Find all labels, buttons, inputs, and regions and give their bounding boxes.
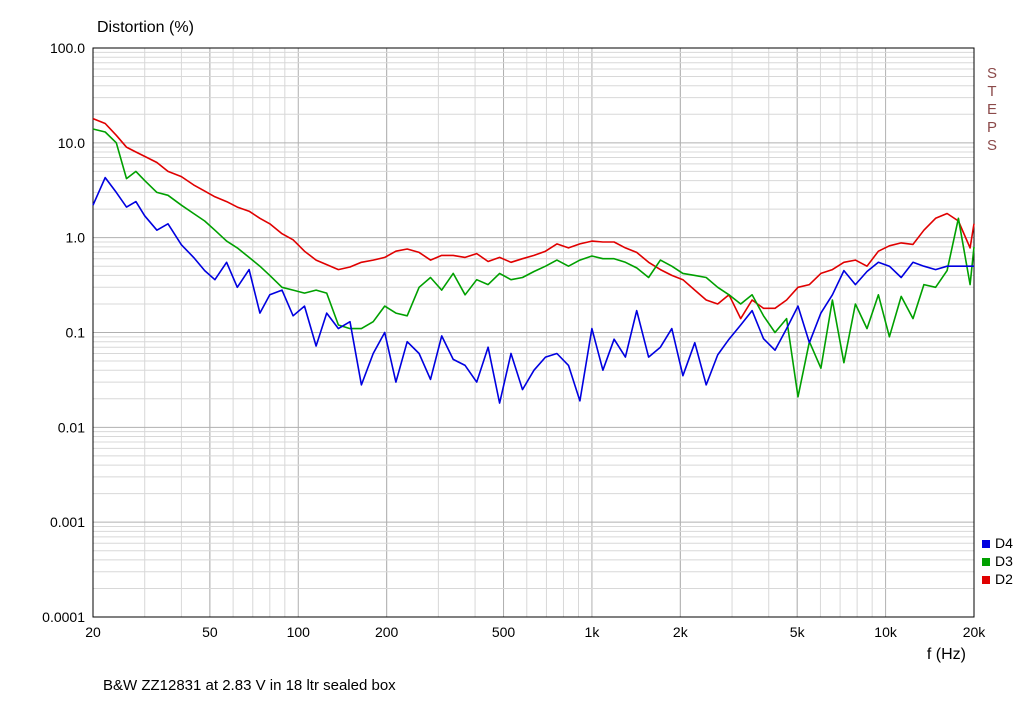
legend-label: D3	[995, 553, 1013, 569]
y-tick-label: 0.01	[58, 419, 85, 435]
steps-label: S	[987, 65, 997, 82]
legend-swatch	[982, 576, 990, 584]
legend-swatch	[982, 558, 990, 566]
chart-caption: B&W ZZ12831 at 2.83 V in 18 ltr sealed b…	[103, 677, 396, 694]
x-tick-label: 100	[287, 624, 311, 640]
y-axis-title: Distortion (%)	[97, 19, 194, 36]
y-tick-label: 10.0	[58, 135, 85, 151]
y-tick-label: 100.0	[50, 40, 85, 56]
x-tick-label: 5k	[790, 624, 806, 640]
x-tick-label: 2k	[673, 624, 689, 640]
x-tick-label: 50	[202, 624, 218, 640]
legend-label: D2	[995, 571, 1013, 587]
x-tick-label: 500	[492, 624, 516, 640]
legend-swatch	[982, 540, 990, 548]
y-tick-label: 0.1	[66, 325, 86, 341]
x-tick-label: 1k	[585, 624, 601, 640]
y-tick-label: 1.0	[66, 230, 86, 246]
x-tick-label: 10k	[874, 624, 898, 640]
y-tick-label: 0.001	[50, 514, 85, 530]
distortion-chart: 20 50 100 200 500 1k 2k 5k 10k 20k 0.0001 0.001 0.01…	[0, 0, 1024, 705]
y-tick-label: 0.0001	[42, 609, 85, 625]
steps-label: T	[987, 83, 996, 100]
x-tick-label: 20k	[963, 624, 987, 640]
x-tick-label: 200	[375, 624, 399, 640]
steps-label: P	[987, 119, 997, 136]
steps-label: E	[987, 101, 997, 118]
steps-label: S	[987, 137, 997, 154]
x-tick-label: 20	[85, 624, 101, 640]
x-axis-title: f (Hz)	[927, 646, 966, 663]
legend-label: D4	[995, 535, 1013, 551]
chart-container: 20 50 100 200 500 1k 2k 5k 10k 20k 0.0001 0.001 0.01…	[0, 0, 1024, 705]
